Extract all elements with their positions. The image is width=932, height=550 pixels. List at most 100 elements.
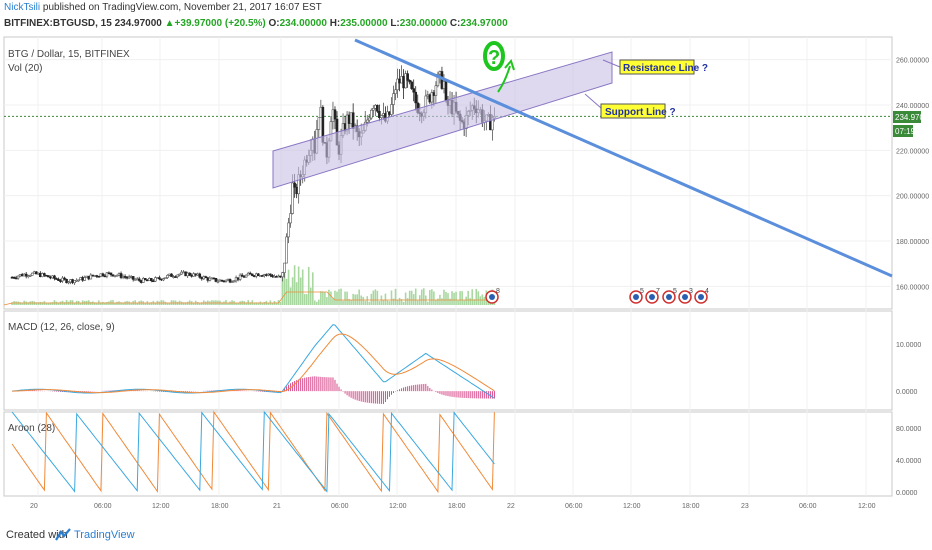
candle-body	[119, 273, 123, 278]
volume-bar	[314, 300, 316, 305]
candle-body	[295, 186, 298, 195]
candle-body	[388, 111, 391, 115]
candle-body	[61, 277, 64, 282]
candle-body	[99, 273, 103, 277]
volume-bar	[334, 290, 336, 305]
event-count: 4	[705, 288, 709, 295]
candle-body	[372, 108, 375, 111]
volume-bar	[475, 288, 478, 305]
volume-bar	[431, 289, 433, 305]
price-pane[interactable]	[3, 36, 893, 310]
current-price-tag	[893, 111, 921, 123]
tradingview-logo-icon[interactable]	[55, 528, 71, 542]
candle-body	[190, 275, 193, 277]
resistance-callout[interactable]	[619, 59, 695, 75]
volume-bar	[45, 302, 48, 305]
volume-bar	[27, 302, 30, 305]
volume-bar	[100, 302, 102, 305]
candle-body	[87, 275, 91, 280]
volume-bar	[297, 266, 300, 305]
support-callout[interactable]	[600, 103, 666, 119]
candle-body	[107, 272, 111, 275]
candle-body	[150, 278, 153, 282]
ohlc-bar: BITFINEX:BTGUSD, 15 234.97000 ▲+39.97000…	[4, 18, 508, 29]
y-tick-label: 200.00000	[896, 194, 929, 201]
volume-bar	[479, 296, 482, 305]
volume-bar	[372, 290, 375, 305]
volume-bar	[96, 302, 98, 305]
candle-body	[319, 106, 323, 118]
x-tick-label: 20	[30, 503, 38, 510]
author-link[interactable]: NickTsili	[4, 2, 41, 13]
candle-body	[414, 91, 418, 104]
volume-bar	[295, 282, 298, 305]
candle-body	[49, 276, 52, 279]
candle-body	[347, 114, 351, 124]
volume-bar	[467, 290, 469, 305]
volume-bar	[461, 291, 463, 305]
volume-bar	[457, 300, 459, 305]
volume-bar	[21, 302, 23, 305]
candle-body	[202, 276, 206, 280]
aroon-pane-title: Aroon (28)	[8, 423, 55, 434]
low-label: L:	[390, 18, 400, 29]
volume-bar	[253, 302, 256, 305]
candle-body	[145, 279, 149, 282]
candle-body	[168, 273, 171, 276]
volume-bar	[120, 302, 122, 305]
x-tick-label: 18:00	[211, 503, 229, 510]
volume-bar	[287, 269, 290, 305]
candle-body	[85, 275, 89, 278]
volume-bar	[245, 302, 247, 305]
candle-body	[275, 276, 278, 278]
volume-bar	[35, 302, 38, 305]
candle-body	[234, 277, 238, 282]
candle-body	[228, 279, 232, 283]
candle-body	[79, 277, 82, 281]
candle-body	[351, 112, 355, 129]
candle-body	[238, 274, 242, 280]
candle-body	[196, 273, 200, 276]
us-event-icon-core	[649, 294, 655, 300]
candle-body	[244, 274, 248, 278]
candle-body	[214, 277, 218, 282]
candle-body	[186, 272, 189, 277]
volume-bar	[89, 301, 92, 305]
candle-body	[279, 275, 282, 278]
volume-bar	[196, 301, 199, 305]
candle-body	[367, 117, 371, 121]
volume-bar	[130, 302, 132, 305]
candle-body	[18, 274, 22, 277]
candle-body	[176, 274, 179, 277]
chart-canvas[interactable]: 20 06:00 12:00 18:00 21 06:00 12:00 18:00 22 06:0…	[0, 0, 932, 520]
x-tick-label: 23	[741, 503, 749, 510]
x-tick-label: 12:00	[858, 503, 876, 510]
candle-body	[34, 271, 38, 275]
candle-body	[212, 277, 216, 280]
candle-body	[192, 273, 196, 277]
volume-bar	[19, 302, 21, 305]
candle-body	[396, 78, 399, 91]
volume-bar	[416, 300, 419, 305]
volume-bar	[465, 296, 467, 305]
volume-bar	[289, 287, 292, 305]
volume-bar	[328, 289, 330, 305]
candle-body	[246, 272, 250, 276]
tradingview-brand[interactable]: TradingView	[74, 529, 135, 541]
volume-bar	[225, 300, 227, 305]
candle-body	[242, 276, 246, 278]
volume-bar	[350, 299, 352, 305]
candle-body	[378, 110, 381, 119]
volume-bar	[291, 277, 294, 305]
candle-body	[53, 275, 56, 279]
volume-bar	[73, 302, 76, 305]
volume-bar	[227, 302, 229, 305]
volume-bar	[422, 288, 425, 305]
volume-bar	[471, 289, 474, 305]
volume-bar	[469, 298, 471, 305]
candle-body	[148, 278, 151, 281]
candle-body	[69, 279, 72, 283]
candle-body	[406, 73, 409, 81]
candle-body	[317, 117, 321, 130]
volume-bar	[237, 302, 239, 305]
